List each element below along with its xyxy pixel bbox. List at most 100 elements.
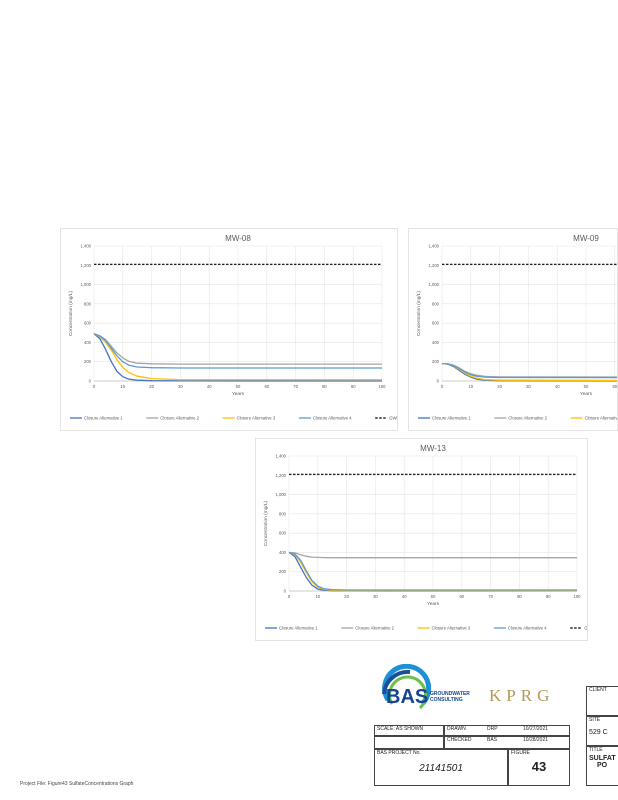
y-tick-label: 1,000 xyxy=(81,282,92,287)
project-number-label: BAS PROJECT No. xyxy=(377,750,421,756)
y-axis-label: Concentration (mg/L) xyxy=(263,501,269,546)
y-tick-label: 1,000 xyxy=(429,282,440,287)
y-tick-label: 800 xyxy=(432,301,440,306)
x-tick-label: 60 xyxy=(612,384,617,389)
title-line-1: SULFAT xyxy=(589,755,616,762)
legend-label-gwps: GWPS xyxy=(584,626,588,631)
y-tick-label: 1,200 xyxy=(429,263,440,268)
x-tick-label: 30 xyxy=(373,594,378,599)
x-tick-label: 80 xyxy=(517,594,522,599)
chart-mw-13: MW-13 0 200 400 600 800 1,000 1,200 1,400 0 10 20 30… xyxy=(255,438,588,641)
y-tick-label: 600 xyxy=(279,531,287,536)
y-axis-label: Concentration (mg/L) xyxy=(416,291,422,336)
y-tick-label: 200 xyxy=(84,359,92,364)
legend-label-closure-alternative-1: Closure Alternative 1 xyxy=(84,416,123,421)
x-tick-label: 0 xyxy=(288,594,291,599)
x-tick-label: 0 xyxy=(441,384,444,389)
checked-label: CHECKED xyxy=(447,737,472,743)
checked-cell: CHECKED BAS 10/28/2021 xyxy=(444,736,570,749)
y-tick-label: 1,200 xyxy=(276,473,287,478)
y-tick-label: 800 xyxy=(279,511,287,516)
y-tick-label: 800 xyxy=(84,301,92,306)
bas-logo-sub2: CONSULTING xyxy=(430,697,463,703)
legend-label-closure-alternative-3: Closure Alternative 3 xyxy=(432,626,471,631)
x-tick-label: 40 xyxy=(207,384,212,389)
title-label: TITLE xyxy=(589,747,603,753)
x-tick-label: 70 xyxy=(293,384,298,389)
blank-cell xyxy=(374,736,444,749)
scale-label: SCALE: AS SHOWN xyxy=(377,726,424,732)
chart-title: MW-08 xyxy=(225,234,251,243)
chart-title: MW-09 xyxy=(573,234,599,243)
y-tick-label: 1,200 xyxy=(81,263,92,268)
legend-label-closure-alternative-3: Closure Alternative 3 xyxy=(585,416,618,421)
y-tick-label: 400 xyxy=(432,340,440,345)
y-tick-label: 600 xyxy=(84,321,92,326)
x-tick-label: 90 xyxy=(351,384,356,389)
y-tick-label: 1,400 xyxy=(276,454,287,459)
y-tick-label: 400 xyxy=(279,550,287,555)
x-tick-label: 100 xyxy=(379,384,387,389)
series-line-closure-alternative-2 xyxy=(93,333,382,365)
chart-mw-08: MW-08 0 200 400 600 800 1,000 1,200 1,400 0 10 20 30… xyxy=(60,228,398,431)
figure-number: 43 xyxy=(531,759,547,774)
x-tick-label: 40 xyxy=(555,384,560,389)
bas-logo: BAS GROUNDWATER CONSULTING xyxy=(380,664,480,716)
x-tick-label: 10 xyxy=(315,594,320,599)
chart-title: MW-13 xyxy=(420,444,446,453)
legend-label-closure-alternative-2: Closure Alternative 2 xyxy=(160,416,199,421)
x-axis-label: Years xyxy=(427,601,440,607)
x-tick-label: 60 xyxy=(459,594,464,599)
project-number-cell: BAS PROJECT No. 21141501 xyxy=(374,749,508,786)
y-tick-label: 1,400 xyxy=(81,244,92,249)
drawn-date: 10/27/2021 xyxy=(523,726,549,732)
chart-mw-08-svg: MW-08 0 200 400 600 800 1,000 1,200 1,400 0 10 20 30… xyxy=(68,234,398,421)
checked-value: BAS xyxy=(487,737,498,743)
kprg-logo: KPRG xyxy=(489,686,555,705)
x-tick-label: 30 xyxy=(526,384,531,389)
x-tick-label: 100 xyxy=(574,594,582,599)
y-tick-label: 200 xyxy=(432,359,440,364)
x-axis-label: Years xyxy=(232,391,245,397)
legend-label-closure-alternative-3: Closure Alternative 3 xyxy=(237,416,276,421)
bas-logo-icon xyxy=(382,664,432,710)
series-line-closure-alternative-4 xyxy=(288,551,577,591)
series-line-closure-alternative-1 xyxy=(93,333,383,382)
x-tick-label: 50 xyxy=(236,384,241,389)
x-tick-label: 20 xyxy=(149,384,154,389)
y-tick-label: 400 xyxy=(84,340,92,345)
project-number: 21141501 xyxy=(419,763,463,774)
x-tick-label: 10 xyxy=(120,384,125,389)
x-tick-label: 40 xyxy=(402,594,407,599)
title-cell: TITLE SULFAT PO xyxy=(586,746,618,786)
project-file-path: Project File: Figure43 SulfateConcentrat… xyxy=(20,781,134,787)
x-tick-label: 20 xyxy=(497,384,502,389)
series-line-closure-alternative-4 xyxy=(93,333,382,369)
x-tick-label: 30 xyxy=(178,384,183,389)
drawn-label: DRAWN xyxy=(447,726,466,732)
figure-cell: FIGURE 43 xyxy=(508,749,570,786)
legend-label-closure-alternative-4: Closure Alternative 4 xyxy=(508,626,547,631)
y-tick-label: 0 xyxy=(89,379,92,384)
bas-logo-text: BAS xyxy=(386,686,429,708)
x-tick-label: 80 xyxy=(322,384,327,389)
x-tick-label: 20 xyxy=(344,594,349,599)
series-line-closure-alternative-3 xyxy=(93,333,382,381)
y-tick-label: 1,400 xyxy=(429,244,440,249)
x-tick-label: 70 xyxy=(488,594,493,599)
legend-label-closure-alternative-2: Closure Alternative 2 xyxy=(508,416,547,421)
y-tick-label: 1,000 xyxy=(276,492,287,497)
site-value: 529 C xyxy=(589,729,608,736)
legend-label-closure-alternative-1: Closure Alternative 1 xyxy=(279,626,318,631)
drawn-value: DRP xyxy=(487,726,498,732)
chart-mw-09: MW-09 0 200 400 600 800 1,000 1,200 1,400 0 10 20 30… xyxy=(408,228,618,431)
y-tick-label: 200 xyxy=(279,569,287,574)
client-label: CLIENT xyxy=(589,687,607,693)
x-tick-label: 50 xyxy=(431,594,436,599)
chart-mw-13-svg: MW-13 0 200 400 600 800 1,000 1,200 1,400 0 10 20 30… xyxy=(263,444,588,631)
x-tick-label: 50 xyxy=(584,384,589,389)
x-tick-label: 0 xyxy=(93,384,96,389)
legend-label-closure-alternative-2: Closure Alternative 2 xyxy=(355,626,394,631)
x-axis-label: Years xyxy=(580,391,593,397)
site-cell: SITE 529 C xyxy=(586,716,618,746)
